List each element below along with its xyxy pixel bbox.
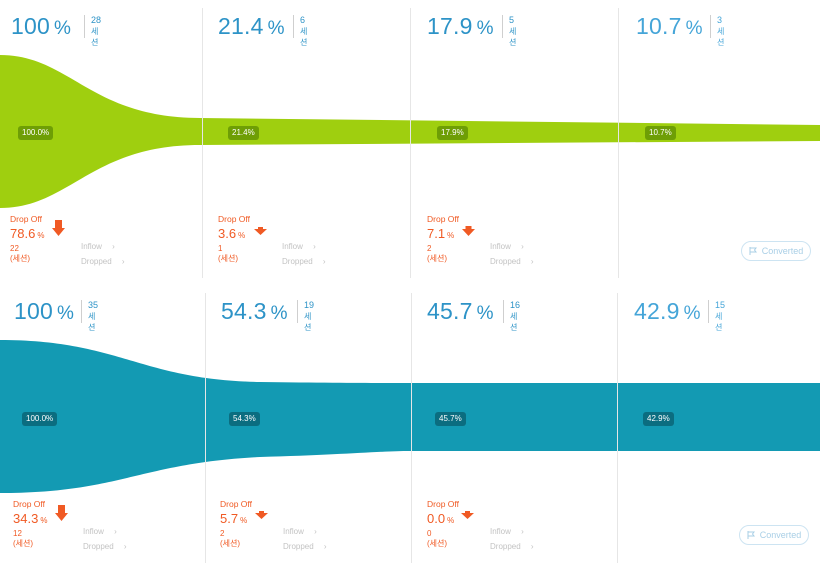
- stage-session-count: 16 세션: [503, 300, 520, 332]
- dropped-link[interactable]: Dropped: [282, 254, 326, 269]
- stage-percentage: 100%: [14, 298, 75, 324]
- flow-label: 45.7%: [435, 412, 466, 426]
- down-arrow-icon: [254, 227, 267, 235]
- drop-off-percentage: 34.3%: [13, 511, 48, 526]
- stage-session-count: 19 세션: [297, 300, 314, 332]
- flow-label: 42.9%: [643, 412, 674, 426]
- drop-off-title: Drop Off: [427, 499, 459, 509]
- flag-icon: [747, 531, 755, 539]
- inflow-link[interactable]: Inflow: [283, 524, 327, 539]
- drop-off-title: Drop Off: [220, 499, 252, 509]
- stage-percentage: 54.3%: [221, 298, 288, 324]
- stage-links: Inflow Dropped: [283, 524, 327, 554]
- stage-links: Inflow Dropped: [282, 239, 326, 269]
- stage-divider: [205, 293, 206, 563]
- stage-percentage: 100%: [11, 13, 72, 39]
- drop-off-block: Drop Off 7.1% 2 (세션): [427, 214, 547, 274]
- stage-links: Inflow Dropped: [490, 524, 534, 554]
- drop-off-percentage: 78.6%: [10, 226, 45, 241]
- drop-off-count: 22 (세션): [10, 244, 31, 263]
- drop-off-percentage: 3.6%: [218, 226, 246, 241]
- stage-percentage: 45.7%: [427, 298, 494, 324]
- down-arrow-icon: [255, 511, 268, 519]
- inflow-link[interactable]: Inflow: [490, 524, 534, 539]
- inflow-link[interactable]: Inflow: [81, 239, 125, 254]
- inflow-link[interactable]: Inflow: [490, 239, 534, 254]
- inflow-link[interactable]: Inflow: [83, 524, 127, 539]
- funnel-chart-1: 100% 28 세션 100.0% Drop Off 78.6% 22 (세션) I…: [0, 0, 820, 282]
- drop-off-title: Drop Off: [13, 499, 45, 509]
- drop-off-block: Drop Off 34.3% 12 (세션): [13, 499, 133, 559]
- drop-off-title: Drop Off: [218, 214, 250, 224]
- stage-divider: [411, 293, 412, 563]
- flow-label: 100.0%: [18, 126, 54, 140]
- stage-divider: [617, 293, 618, 563]
- converted-button[interactable]: Converted: [739, 525, 809, 545]
- inflow-link[interactable]: Inflow: [282, 239, 326, 254]
- drop-off-count: 0 (세션): [427, 529, 448, 548]
- drop-off-title: Drop Off: [427, 214, 459, 224]
- down-arrow-icon: [462, 226, 475, 236]
- stage-links: Inflow Dropped: [83, 524, 127, 554]
- stage-percentage: 42.9%: [634, 298, 701, 324]
- stage-divider: [618, 8, 619, 278]
- stage-percentage: 17.9%: [427, 13, 494, 39]
- stage-links: Inflow Dropped: [81, 239, 125, 269]
- down-arrow-icon: [461, 511, 474, 519]
- stage-session-count: 6 세션: [293, 15, 307, 47]
- funnel-chart-2: 100% 35 세션 100.0% Drop Off 34.3% 12 (세션) I…: [0, 285, 820, 567]
- stage-percentage: 21.4%: [218, 13, 285, 39]
- flow-label: 21.4%: [228, 126, 259, 140]
- stage-links: Inflow Dropped: [490, 239, 534, 269]
- drop-off-percentage: 7.1%: [427, 226, 455, 241]
- drop-off-block: Drop Off 5.7% 2 (세션): [220, 499, 340, 559]
- flow-label: 17.9%: [437, 126, 468, 140]
- stage-session-count: 3 세션: [710, 15, 724, 47]
- stage-session-count: 5 세션: [502, 15, 516, 47]
- flow-label: 54.3%: [229, 412, 260, 426]
- converted-button[interactable]: Converted: [741, 241, 811, 261]
- drop-off-block: Drop Off 78.6% 22 (세션): [10, 214, 130, 274]
- flow-label: 100.0%: [22, 412, 58, 426]
- drop-off-count: 2 (세션): [220, 529, 241, 548]
- drop-off-block: Drop Off 3.6% 1 (세션): [218, 214, 338, 274]
- dropped-link[interactable]: Dropped: [83, 539, 127, 554]
- dropped-link[interactable]: Dropped: [283, 539, 327, 554]
- stage-session-count: 35 세션: [81, 300, 98, 332]
- down-arrow-icon: [55, 505, 68, 521]
- drop-off-count: 1 (세션): [218, 244, 239, 263]
- drop-off-title: Drop Off: [10, 214, 42, 224]
- stage-divider: [202, 8, 203, 278]
- dropped-link[interactable]: Dropped: [81, 254, 125, 269]
- drop-off-percentage: 5.7%: [220, 511, 248, 526]
- drop-off-count: 2 (세션): [427, 244, 448, 263]
- dropped-link[interactable]: Dropped: [490, 254, 534, 269]
- drop-off-count: 12 (세션): [13, 529, 34, 548]
- stage-session-count: 28 세션: [84, 15, 101, 47]
- flow-label: 10.7%: [645, 126, 676, 140]
- drop-off-block: Drop Off 0.0% 0 (세션): [427, 499, 547, 559]
- stage-session-count: 15 세션: [708, 300, 725, 332]
- stage-divider: [410, 8, 411, 278]
- drop-off-percentage: 0.0%: [427, 511, 455, 526]
- dropped-link[interactable]: Dropped: [490, 539, 534, 554]
- down-arrow-icon: [52, 220, 65, 236]
- flag-icon: [749, 247, 757, 255]
- stage-percentage: 10.7%: [636, 13, 703, 39]
